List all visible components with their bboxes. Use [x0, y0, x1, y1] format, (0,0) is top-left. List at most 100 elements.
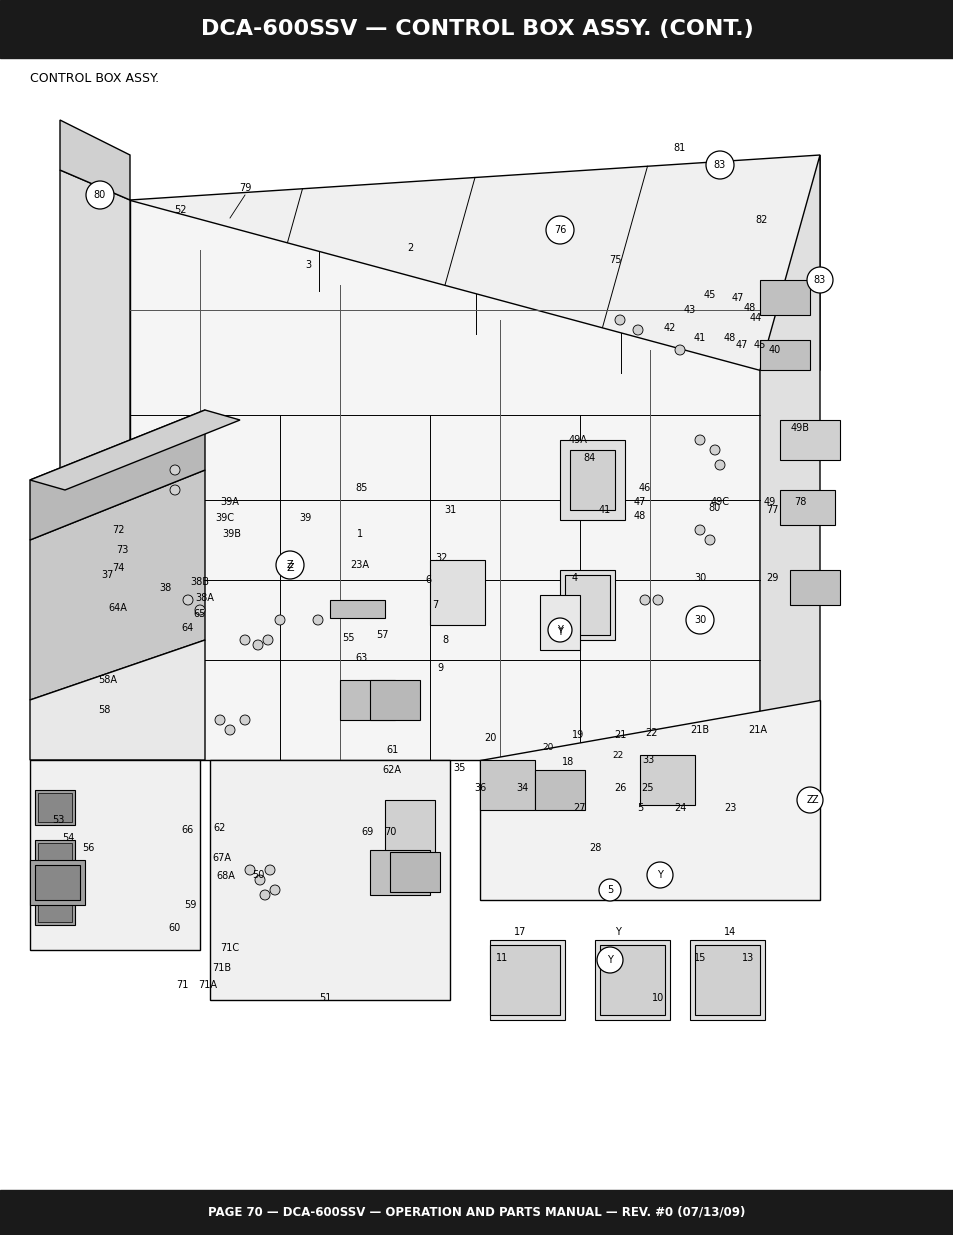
- Text: 69: 69: [361, 827, 374, 837]
- Text: Y: Y: [557, 625, 562, 635]
- Text: 37: 37: [102, 571, 114, 580]
- Text: 60: 60: [169, 923, 181, 932]
- Bar: [0, 1191, 953, 1235]
- Text: 25: 25: [641, 783, 654, 793]
- Text: 78: 78: [793, 496, 805, 508]
- Text: 26: 26: [613, 783, 625, 793]
- Circle shape: [214, 715, 225, 725]
- Text: 38A: 38A: [195, 593, 214, 603]
- Text: 34: 34: [516, 783, 528, 793]
- Circle shape: [254, 876, 265, 885]
- Text: 39A: 39A: [220, 496, 239, 508]
- Text: 11: 11: [496, 953, 508, 963]
- Text: 83: 83: [813, 275, 825, 285]
- Text: 84: 84: [583, 453, 596, 463]
- Text: 48: 48: [723, 333, 736, 343]
- Bar: [695, 945, 760, 1015]
- Circle shape: [183, 595, 193, 605]
- Text: 7: 7: [432, 600, 437, 610]
- Text: 41: 41: [598, 505, 611, 515]
- Bar: [760, 340, 809, 370]
- Text: 79: 79: [238, 183, 251, 193]
- Text: CONTROL BOX ASSY.: CONTROL BOX ASSY.: [30, 72, 159, 84]
- Text: 9: 9: [436, 663, 442, 673]
- Text: 4: 4: [572, 573, 578, 583]
- Circle shape: [652, 595, 662, 605]
- Circle shape: [695, 435, 704, 445]
- Text: 75: 75: [608, 254, 620, 266]
- Text: 56: 56: [82, 844, 94, 853]
- Text: 83: 83: [713, 161, 725, 170]
- Text: 61: 61: [387, 745, 398, 755]
- Text: 30: 30: [693, 615, 705, 625]
- Text: 63: 63: [355, 653, 368, 663]
- Text: 33: 33: [641, 755, 654, 764]
- Text: 13: 13: [741, 953, 753, 963]
- Text: 47: 47: [731, 293, 743, 303]
- Polygon shape: [35, 840, 75, 876]
- Text: Y: Y: [615, 927, 620, 937]
- Text: Z: Z: [806, 795, 813, 805]
- Text: 53: 53: [51, 815, 64, 825]
- Text: 24: 24: [673, 803, 685, 813]
- Text: 15: 15: [693, 953, 705, 963]
- Circle shape: [646, 862, 672, 888]
- Bar: [639, 755, 695, 805]
- Circle shape: [245, 864, 254, 876]
- Text: 35: 35: [454, 763, 466, 773]
- Text: 14: 14: [723, 927, 736, 937]
- Text: 65: 65: [193, 609, 206, 619]
- Circle shape: [704, 535, 714, 545]
- Bar: [599, 945, 664, 1015]
- Text: 64A: 64A: [109, 603, 128, 613]
- Circle shape: [695, 525, 704, 535]
- Circle shape: [705, 151, 733, 179]
- Polygon shape: [38, 793, 71, 823]
- Text: 58A: 58A: [98, 676, 117, 685]
- Text: 48: 48: [633, 511, 645, 521]
- Bar: [35, 864, 80, 900]
- Polygon shape: [35, 790, 75, 825]
- Text: 80: 80: [93, 190, 106, 200]
- Polygon shape: [60, 120, 130, 200]
- Text: 71: 71: [175, 981, 188, 990]
- Text: 71B: 71B: [213, 963, 232, 973]
- Text: 40: 40: [768, 345, 781, 354]
- Circle shape: [806, 267, 832, 293]
- Text: 57: 57: [375, 630, 388, 640]
- Text: 22: 22: [612, 751, 623, 760]
- Text: 2: 2: [406, 243, 413, 253]
- Text: 20: 20: [483, 734, 496, 743]
- Text: 62: 62: [213, 823, 226, 832]
- Bar: [559, 571, 615, 640]
- Polygon shape: [38, 893, 71, 923]
- Circle shape: [547, 618, 572, 642]
- Circle shape: [685, 606, 713, 634]
- Polygon shape: [30, 410, 240, 490]
- Text: 59: 59: [184, 900, 196, 910]
- Text: 5: 5: [606, 885, 613, 895]
- Text: 82: 82: [755, 215, 767, 225]
- Text: 49A: 49A: [568, 435, 587, 445]
- Polygon shape: [60, 170, 130, 760]
- Text: 58: 58: [98, 705, 111, 715]
- Polygon shape: [130, 200, 760, 760]
- Circle shape: [714, 459, 724, 471]
- Bar: [339, 680, 395, 720]
- Text: 10: 10: [651, 993, 663, 1003]
- Circle shape: [170, 485, 180, 495]
- Text: 73: 73: [115, 545, 128, 555]
- Text: 18: 18: [561, 757, 574, 767]
- Circle shape: [225, 725, 234, 735]
- Text: 23A: 23A: [350, 559, 369, 571]
- Bar: [689, 940, 764, 1020]
- Bar: [370, 850, 430, 895]
- Text: 39C: 39C: [215, 513, 234, 522]
- Text: 19: 19: [571, 730, 583, 740]
- Bar: [30, 860, 85, 905]
- Circle shape: [263, 635, 273, 645]
- Text: 31: 31: [443, 505, 456, 515]
- Text: 3: 3: [305, 261, 311, 270]
- Text: 32: 32: [436, 553, 448, 563]
- Bar: [569, 450, 615, 510]
